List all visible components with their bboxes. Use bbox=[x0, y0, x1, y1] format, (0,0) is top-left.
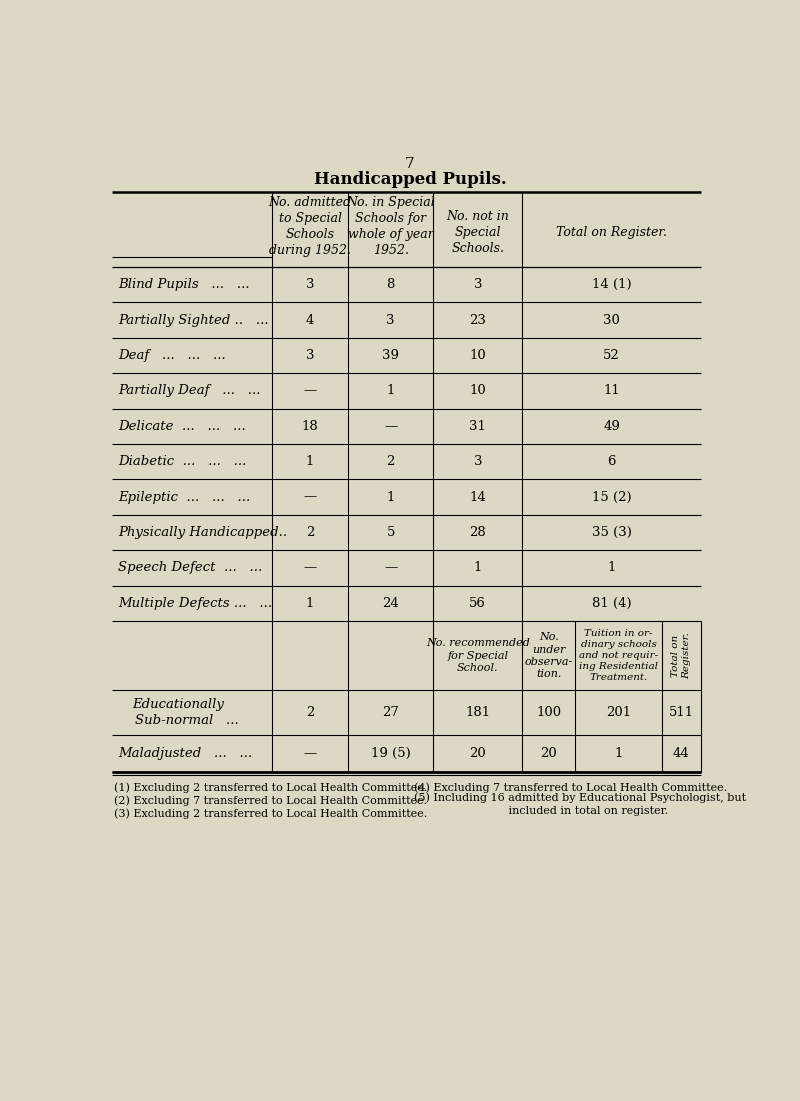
Text: —: — bbox=[303, 491, 317, 503]
Text: 3: 3 bbox=[306, 349, 314, 362]
Text: 31: 31 bbox=[470, 419, 486, 433]
Text: 20: 20 bbox=[470, 746, 486, 760]
Text: 1: 1 bbox=[474, 562, 482, 575]
Text: No. recommended
for Special
School.: No. recommended for Special School. bbox=[426, 639, 530, 673]
Text: 2: 2 bbox=[386, 455, 395, 468]
Text: Total on Register.: Total on Register. bbox=[556, 226, 667, 239]
Text: 1: 1 bbox=[386, 491, 395, 503]
Text: Partially Sighted ..   ...: Partially Sighted .. ... bbox=[118, 314, 269, 327]
Text: Maladjusted   ...   ...: Maladjusted ... ... bbox=[118, 746, 252, 760]
Text: 28: 28 bbox=[470, 526, 486, 539]
Text: 1: 1 bbox=[306, 455, 314, 468]
Text: 3: 3 bbox=[386, 314, 395, 327]
Text: 100: 100 bbox=[536, 706, 562, 719]
Text: 20: 20 bbox=[540, 746, 557, 760]
Text: 35 (3): 35 (3) bbox=[591, 526, 631, 539]
Text: 30: 30 bbox=[603, 314, 620, 327]
Text: 10: 10 bbox=[470, 349, 486, 362]
Text: No. admitted
to Special
Schools
during 1952.: No. admitted to Special Schools during 1… bbox=[269, 196, 351, 257]
Text: (3) Excluding 2 transferred to Local Health Committee.: (3) Excluding 2 transferred to Local Hea… bbox=[114, 808, 427, 819]
Text: —: — bbox=[303, 384, 317, 397]
Text: (4) Excluding 7 transferred to Local Health Committee.: (4) Excluding 7 transferred to Local Hea… bbox=[414, 782, 727, 793]
Text: Handicapped Pupils.: Handicapped Pupils. bbox=[314, 172, 506, 188]
Text: Diabetic  ...   ...   ...: Diabetic ... ... ... bbox=[118, 455, 246, 468]
Text: 81 (4): 81 (4) bbox=[592, 597, 631, 610]
Text: (1) Excluding 2 transferred to Local Health Committee.: (1) Excluding 2 transferred to Local Hea… bbox=[114, 782, 427, 793]
Text: 3: 3 bbox=[306, 279, 314, 291]
Text: 2: 2 bbox=[306, 706, 314, 719]
Text: —: — bbox=[303, 562, 317, 575]
Text: 1: 1 bbox=[607, 562, 616, 575]
Text: 201: 201 bbox=[606, 706, 631, 719]
Text: Multiple Defects ...   ...: Multiple Defects ... ... bbox=[118, 597, 272, 610]
Text: 5: 5 bbox=[386, 526, 395, 539]
Text: 56: 56 bbox=[470, 597, 486, 610]
Text: 10: 10 bbox=[470, 384, 486, 397]
Text: 27: 27 bbox=[382, 706, 399, 719]
Text: —: — bbox=[384, 419, 398, 433]
Text: —: — bbox=[303, 746, 317, 760]
Text: 1: 1 bbox=[386, 384, 395, 397]
Text: Physically Handicapped..: Physically Handicapped.. bbox=[118, 526, 287, 539]
Text: 52: 52 bbox=[603, 349, 620, 362]
Text: 39: 39 bbox=[382, 349, 399, 362]
Text: 23: 23 bbox=[470, 314, 486, 327]
Text: 11: 11 bbox=[603, 384, 620, 397]
Text: —: — bbox=[384, 562, 398, 575]
Text: Speech Defect  ...   ...: Speech Defect ... ... bbox=[118, 562, 262, 575]
Text: 24: 24 bbox=[382, 597, 399, 610]
Text: 6: 6 bbox=[607, 455, 616, 468]
Text: 181: 181 bbox=[466, 706, 490, 719]
Text: Blind Pupils   ...   ...: Blind Pupils ... ... bbox=[118, 279, 250, 291]
Text: 7: 7 bbox=[405, 157, 415, 172]
Text: (2) Excluding 7 transferred to Local Health Committee.: (2) Excluding 7 transferred to Local Hea… bbox=[114, 795, 427, 806]
Text: No. in Special
Schools for
whole of year
1952.: No. in Special Schools for whole of year… bbox=[346, 196, 435, 257]
Text: 14 (1): 14 (1) bbox=[592, 279, 631, 291]
Text: 2: 2 bbox=[306, 526, 314, 539]
Text: 44: 44 bbox=[673, 746, 690, 760]
Text: 511: 511 bbox=[669, 706, 694, 719]
Text: 15 (2): 15 (2) bbox=[592, 491, 631, 503]
Text: 1: 1 bbox=[614, 746, 622, 760]
Text: 8: 8 bbox=[386, 279, 395, 291]
Text: Deaf   ...   ...   ...: Deaf ... ... ... bbox=[118, 349, 226, 362]
Text: Partially Deaf   ...   ...: Partially Deaf ... ... bbox=[118, 384, 260, 397]
Text: Epileptic  ...   ...   ...: Epileptic ... ... ... bbox=[118, 491, 250, 503]
Text: 14: 14 bbox=[470, 491, 486, 503]
Text: 1: 1 bbox=[306, 597, 314, 610]
Text: Delicate  ...   ...   ...: Delicate ... ... ... bbox=[118, 419, 246, 433]
Text: No. not in
Special
Schools.: No. not in Special Schools. bbox=[446, 209, 509, 254]
Text: 19 (5): 19 (5) bbox=[370, 746, 410, 760]
Text: 4: 4 bbox=[306, 314, 314, 327]
Text: 3: 3 bbox=[474, 279, 482, 291]
Text: 18: 18 bbox=[302, 419, 318, 433]
Text: 3: 3 bbox=[474, 455, 482, 468]
Text: 49: 49 bbox=[603, 419, 620, 433]
Text: Tuition in or-
dinary schools
and not requir-
ing Residential
Treatment.: Tuition in or- dinary schools and not re… bbox=[579, 629, 658, 683]
Text: Educationally
    Sub-normal   ...: Educationally Sub-normal ... bbox=[118, 698, 238, 727]
Text: No.
under
observa-
tion.: No. under observa- tion. bbox=[525, 632, 573, 679]
Text: Total on
Register.: Total on Register. bbox=[671, 632, 691, 679]
Text: (5) Including 16 admitted by Educational Psychologist, but
     included in tota: (5) Including 16 admitted by Educational… bbox=[414, 793, 746, 816]
